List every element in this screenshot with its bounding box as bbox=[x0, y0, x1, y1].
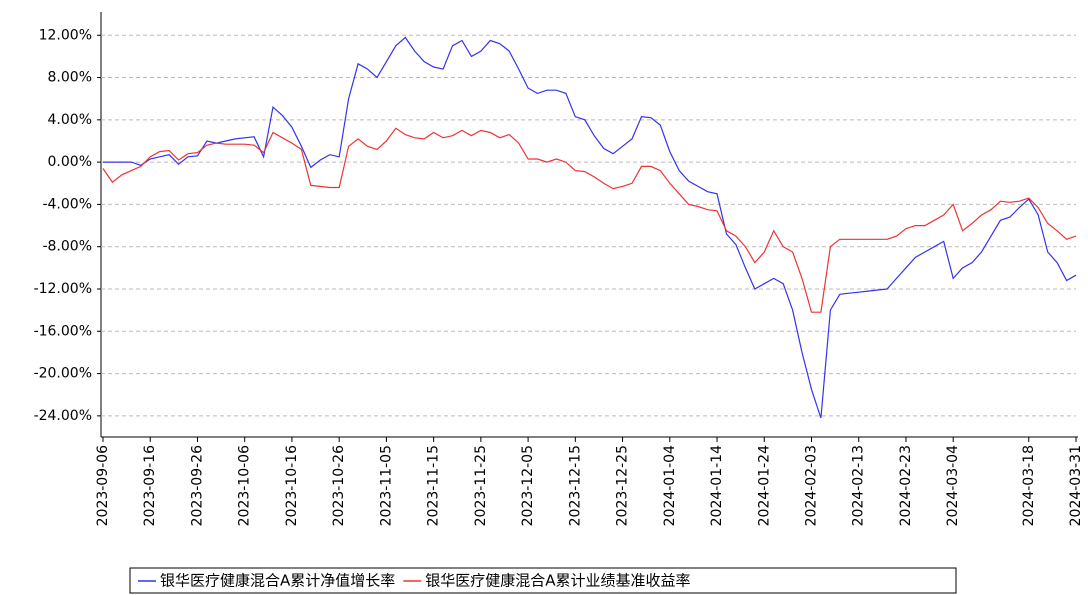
x-tick-label: 2024-01-04 bbox=[662, 445, 678, 526]
y-tick-label: 0.00% bbox=[48, 154, 92, 170]
x-tick-label: 2024-02-03 bbox=[803, 445, 819, 526]
legend-box bbox=[129, 567, 957, 594]
x-tick-label: 2024-03-18 bbox=[1021, 445, 1037, 526]
x-tick-label: 2023-12-05 bbox=[520, 445, 536, 526]
x-tick-label: 2023-09-16 bbox=[142, 445, 158, 526]
x-tick-label: 2023-10-26 bbox=[331, 445, 347, 526]
x-tick-label: 2023-12-25 bbox=[615, 445, 631, 526]
x-tick-label: 2023-09-06 bbox=[95, 445, 111, 526]
y-tick-label: -16.00% bbox=[34, 323, 92, 339]
y-tick-label: -20.00% bbox=[34, 366, 92, 382]
y-tick-label: -8.00% bbox=[42, 239, 92, 255]
series-line bbox=[103, 36, 1077, 419]
x-tick-label: 2023-10-16 bbox=[284, 445, 300, 526]
legend-label: 银华医疗健康混合A累计业绩基准收益率 bbox=[425, 572, 690, 590]
y-tick-label: 4.00% bbox=[48, 112, 92, 128]
x-tick-label: 2023-09-26 bbox=[189, 445, 205, 526]
x-tick-label: 2024-03-31 bbox=[1068, 445, 1084, 526]
x-tick-label: 2023-12-15 bbox=[567, 445, 583, 526]
x-tick-label: 2024-01-14 bbox=[709, 445, 725, 526]
x-tick-label: 2024-01-24 bbox=[756, 445, 772, 526]
x-tick-label: 2024-02-23 bbox=[898, 445, 914, 526]
x-tick-label: 2023-11-15 bbox=[426, 445, 442, 526]
y-tick-label: -12.00% bbox=[34, 281, 92, 297]
y-tick-label: -24.00% bbox=[34, 408, 92, 424]
y-tick-label: 8.00% bbox=[48, 70, 92, 86]
x-tick-label: 2024-03-04 bbox=[945, 445, 961, 526]
x-tick-label: 2023-10-06 bbox=[237, 445, 253, 526]
y-tick-label: 12.00% bbox=[39, 27, 92, 43]
y-tick-label: -4.00% bbox=[42, 196, 92, 212]
x-tick-label: 2023-11-25 bbox=[473, 445, 489, 526]
series-line bbox=[102, 127, 1077, 313]
x-tick-label: 2024-02-13 bbox=[851, 445, 867, 526]
legend-label: 银华医疗健康混合A累计净值增长率 bbox=[160, 572, 395, 590]
x-tick-label: 2023-11-05 bbox=[378, 445, 394, 526]
